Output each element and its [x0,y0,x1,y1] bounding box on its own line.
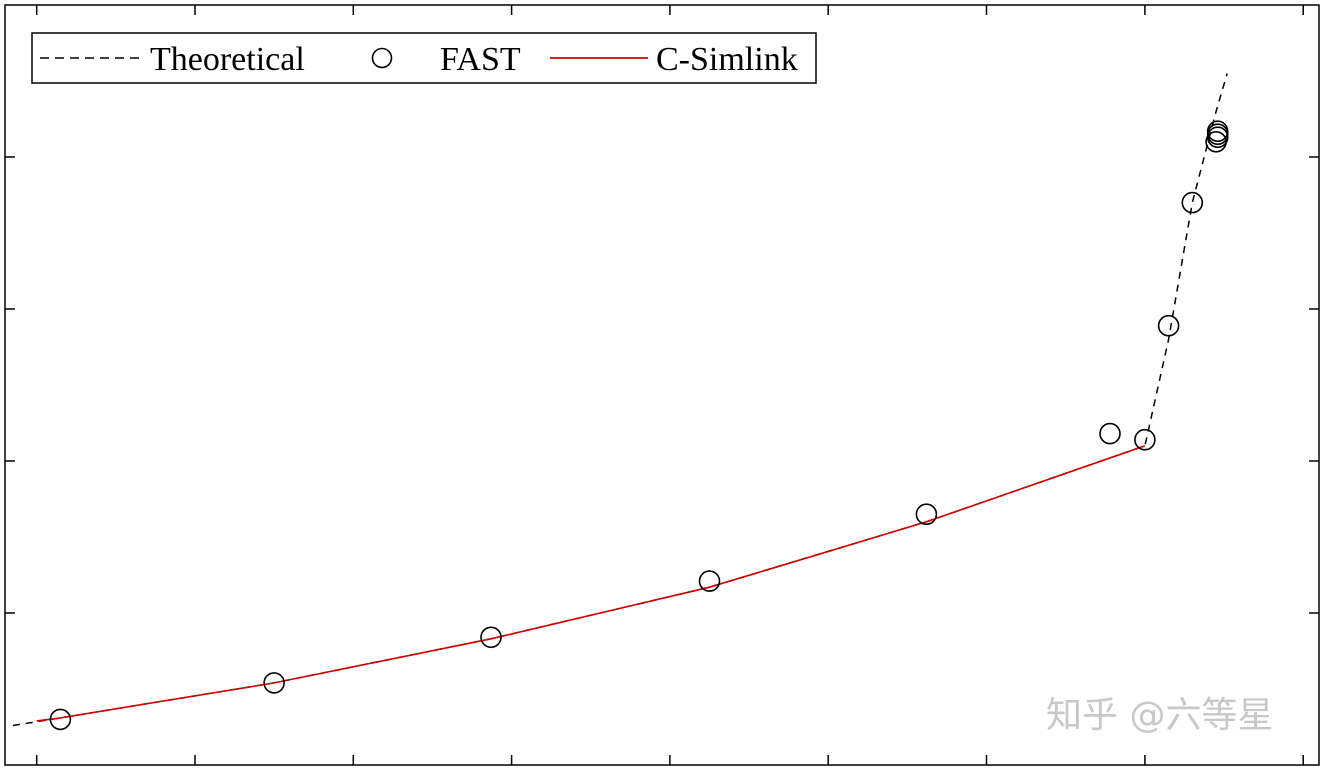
point-fast-5 [1099,422,1121,445]
legend-label-theoretical: Theoretical [150,41,305,78]
axis-ticks [5,5,1319,765]
point-fast-0 [49,708,72,731]
watermark: 知乎 @六等星 [1046,695,1273,736]
legend-swatch-fast [371,47,393,69]
point-fast-4 [915,503,938,526]
legend-box [31,32,817,84]
legend-label-c-simlink: C-Simlink [656,41,798,78]
legend-label-fast: FAST [440,41,521,78]
point-fast-6 [1134,428,1156,451]
series-line-theoretical [12,73,1228,727]
plot-area-frame [4,4,1320,766]
legend: Theoretical FAST C-Simlink [31,32,817,84]
point-fast-2 [480,626,502,649]
series-line-c-simlink [36,445,1146,722]
point-fast-12 [1206,120,1229,142]
point-fast-7 [1157,314,1180,337]
point-fast-3 [698,570,721,592]
series-layer [12,73,1229,731]
point-fast-8 [1181,191,1204,214]
point-fast-1 [263,672,285,694]
